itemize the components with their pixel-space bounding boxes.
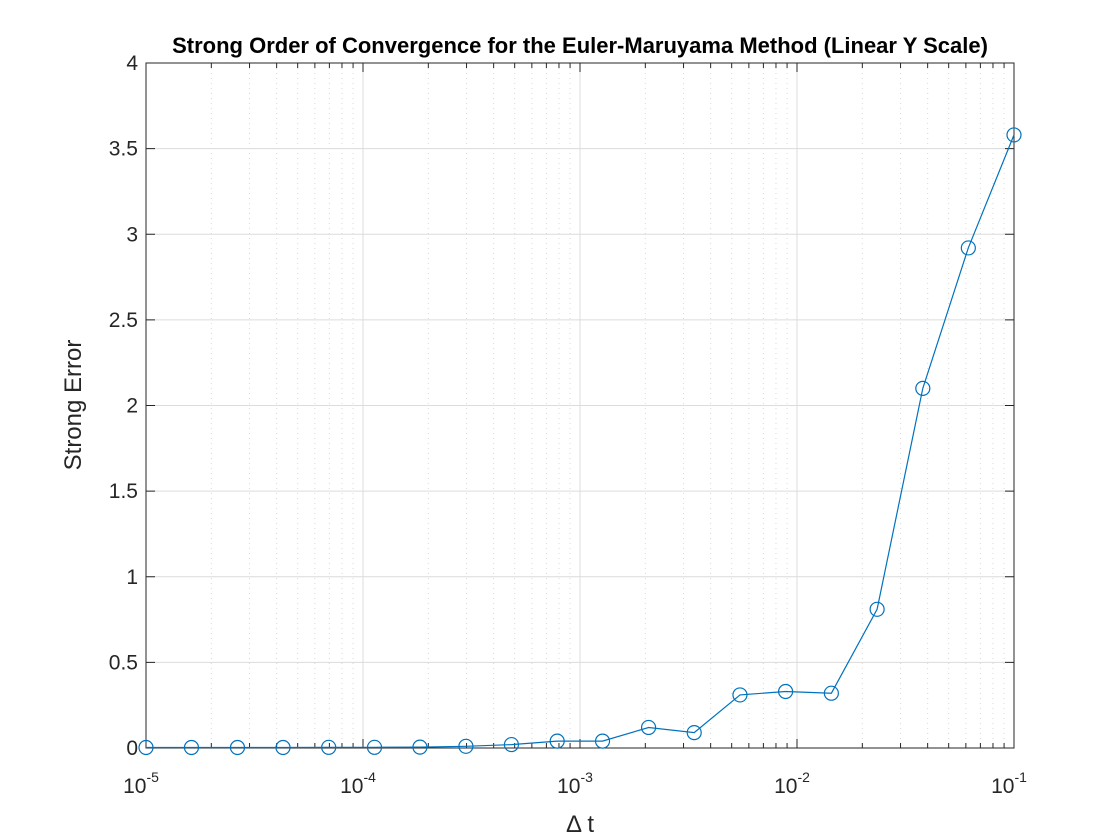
series-layer <box>138 127 1022 756</box>
data-point-marker <box>138 739 154 756</box>
y-tick-label: 2 <box>126 395 138 418</box>
data-point-marker <box>549 733 565 749</box>
data-point-marker <box>823 685 839 701</box>
data-point-marker <box>686 724 702 741</box>
y-tick-label: 3.5 <box>109 138 138 161</box>
data-point-marker <box>732 687 748 703</box>
data-point-marker <box>594 733 611 749</box>
data-point-marker <box>229 739 246 756</box>
minor-grid <box>210 63 1005 748</box>
data-point-marker <box>503 736 520 753</box>
data-point-marker <box>458 738 474 754</box>
data-point-marker <box>321 739 337 755</box>
y-tick-label: 1 <box>126 566 138 589</box>
y-axis-label: Strong Error <box>60 340 87 471</box>
data-point-marker <box>412 739 428 755</box>
data-point-marker <box>366 739 383 755</box>
y-tick-label: 1.5 <box>109 480 138 503</box>
y-tick-label: 0 <box>126 737 138 760</box>
data-point-marker <box>183 739 200 756</box>
x-tick-label: 10-3 <box>557 769 593 798</box>
data-point-marker <box>960 240 976 256</box>
x-axis-label: Δ t <box>566 811 594 838</box>
data-point-marker <box>1006 127 1022 143</box>
data-point-marker <box>640 719 657 736</box>
y-tick-label: 4 <box>126 52 138 75</box>
chart-title: Strong Order of Convergence for the Eule… <box>172 33 988 58</box>
x-tick-label: 10-1 <box>991 769 1027 798</box>
y-tick-label: 2.5 <box>109 309 138 332</box>
x-tick-label: 10-5 <box>123 769 159 798</box>
data-point-marker <box>275 739 291 756</box>
data-point-marker <box>915 380 931 396</box>
x-tick-labels: 10-5 10-4 10-3 10-2 10-1 <box>123 769 1027 798</box>
y-tick-labels: 0 0.5 1 1.5 2 2.5 3 3.5 4 <box>109 52 139 760</box>
y-tick-label: 0.5 <box>109 651 138 674</box>
data-point-marker <box>777 683 794 700</box>
tick-marks <box>145 62 1015 749</box>
x-tick-label: 10-4 <box>340 769 376 798</box>
x-tick-label: 10-2 <box>774 769 810 798</box>
y-tick-label: 3 <box>126 223 138 246</box>
data-point-marker <box>869 601 885 617</box>
major-grid <box>146 63 1014 748</box>
